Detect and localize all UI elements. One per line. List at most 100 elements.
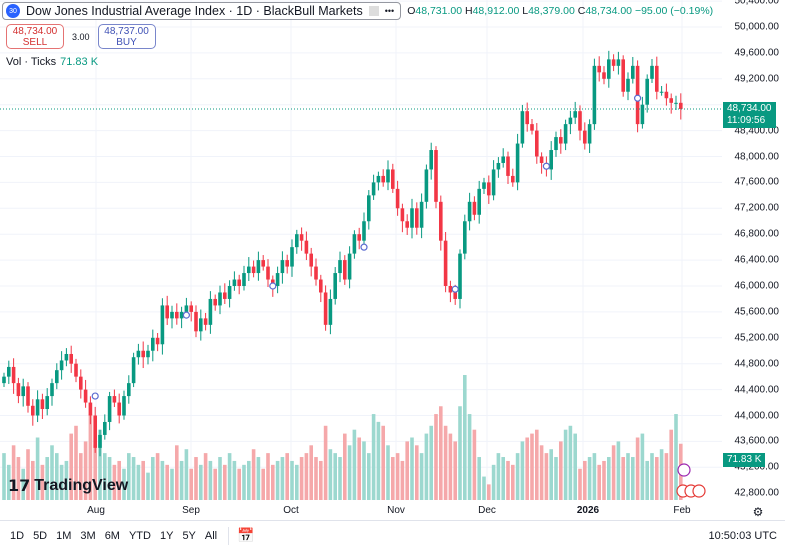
settings-icon[interactable]: ⚙ (752, 505, 764, 519)
price-label: 44,400.00 (734, 384, 780, 396)
range-all[interactable]: All (204, 529, 218, 542)
price-label: 44,800.00 (734, 358, 780, 370)
candle-body (458, 253, 462, 299)
price-axis[interactable]: 50,400.00 50,000.00 49,600.00 49,200.00 48,4… (722, 0, 785, 500)
volume-bar (347, 445, 352, 500)
volume-bar (530, 433, 534, 500)
candle-body (295, 234, 299, 248)
range-ytd[interactable]: YTD (128, 529, 151, 542)
volume-bar (592, 453, 597, 500)
candle-body (371, 182, 376, 196)
candle-body (74, 363, 78, 377)
volume-bar (285, 453, 289, 500)
volume-bar (434, 414, 438, 500)
tradingview-logo[interactable]: 𝟭𝟳 TradingView (8, 477, 129, 495)
range-1d[interactable]: 1D (10, 529, 25, 542)
volume-bar (626, 453, 630, 500)
dividend-marker-icon (542, 162, 551, 170)
candle-body (266, 266, 270, 280)
range-5y[interactable]: 5Y (182, 529, 196, 542)
candle-body (98, 434, 102, 448)
candle-body (515, 143, 520, 183)
candle-body (650, 65, 654, 79)
candle-body (247, 266, 251, 274)
volume-bar (352, 429, 357, 500)
dividend-marker-icon (633, 94, 642, 102)
volume-bar (458, 406, 462, 500)
volume-bar (107, 457, 112, 500)
range-3m[interactable]: 3M (80, 529, 96, 542)
calendar-goto-icon[interactable]: 📅 (237, 527, 255, 543)
candle-body (347, 253, 352, 280)
range-5d[interactable]: 5D (33, 529, 48, 542)
volume-bar (213, 468, 217, 500)
volume-bar (189, 468, 193, 500)
time-label: Nov (387, 505, 405, 516)
volume-bar (424, 433, 429, 500)
volume-bar (93, 445, 97, 500)
candle-body (352, 234, 357, 254)
candle-body (170, 311, 174, 319)
volume-bar (141, 460, 145, 500)
candle-body (530, 124, 534, 131)
volume-bar (103, 453, 107, 500)
volume-bar (549, 449, 553, 500)
candle-body (242, 273, 246, 286)
volume-bar (179, 460, 184, 500)
volume-bar (218, 457, 222, 500)
candle-body (659, 91, 664, 93)
volume-bar (323, 425, 328, 500)
candle-body (131, 357, 136, 384)
volume-bar (386, 445, 390, 500)
volume-bar (578, 468, 582, 500)
volume-bar (280, 457, 285, 500)
candle-body (50, 383, 54, 397)
candle-body (323, 292, 328, 325)
volume-bar (664, 453, 669, 500)
candle-body (59, 360, 64, 371)
price-label: 43,200.00 (734, 461, 780, 473)
candle-body (424, 169, 429, 202)
time-label: Aug (87, 505, 105, 516)
volume-bar (376, 421, 381, 500)
candle-body (165, 305, 169, 319)
candle-body (463, 221, 467, 254)
volume-bar (175, 445, 179, 500)
range-1m[interactable]: 1M (56, 529, 72, 542)
tv-logo-icon: 𝟭𝟳 (8, 478, 31, 495)
ohlc-values: O48,731.00 H48,912.00 L48,379.00 C48,734… (407, 5, 714, 17)
sell-button[interactable]: 48,734.00 SELL (6, 24, 64, 49)
range-1y[interactable]: 1Y (159, 529, 174, 542)
candle-body (496, 162, 501, 170)
time-axis[interactable]: Aug Sep Oct Nov Dec 2026 Feb ⚙ (0, 500, 785, 520)
price-label: 47,200.00 (734, 202, 780, 214)
chart-legend: 30 Dow Jones Industrial Average Index · … (2, 2, 713, 20)
candle-body (679, 102, 683, 109)
price-label: 42,800.00 (734, 487, 780, 499)
candle-body (602, 72, 606, 79)
volume-bar (563, 429, 568, 500)
candle-body (88, 402, 93, 416)
volume-bar (357, 437, 361, 500)
candle-body (674, 102, 678, 104)
volume-bar (472, 429, 477, 500)
price-chart[interactable] (0, 0, 722, 500)
volume-bar (50, 445, 54, 500)
candle-body (2, 376, 6, 384)
volume-bar (463, 375, 467, 500)
range-6m[interactable]: 6M (104, 529, 120, 542)
flag-icon[interactable] (368, 6, 379, 16)
volume-bar (496, 453, 501, 500)
symbol-title[interactable]: 30 Dow Jones Industrial Average Index · … (2, 2, 402, 20)
volume-bar (501, 457, 505, 500)
candle-body (280, 260, 285, 274)
buy-button[interactable]: 48,737.00 BUY (97, 24, 156, 49)
clock[interactable]: 10:50:03 UTC (708, 530, 777, 542)
volume-bar (21, 468, 25, 500)
more-icon[interactable]: ••• (384, 6, 395, 16)
volume-bar (232, 460, 237, 500)
volume-bar (453, 441, 457, 500)
candle-body (299, 234, 304, 241)
volume-bar (616, 441, 621, 500)
volume-bar (333, 453, 337, 500)
